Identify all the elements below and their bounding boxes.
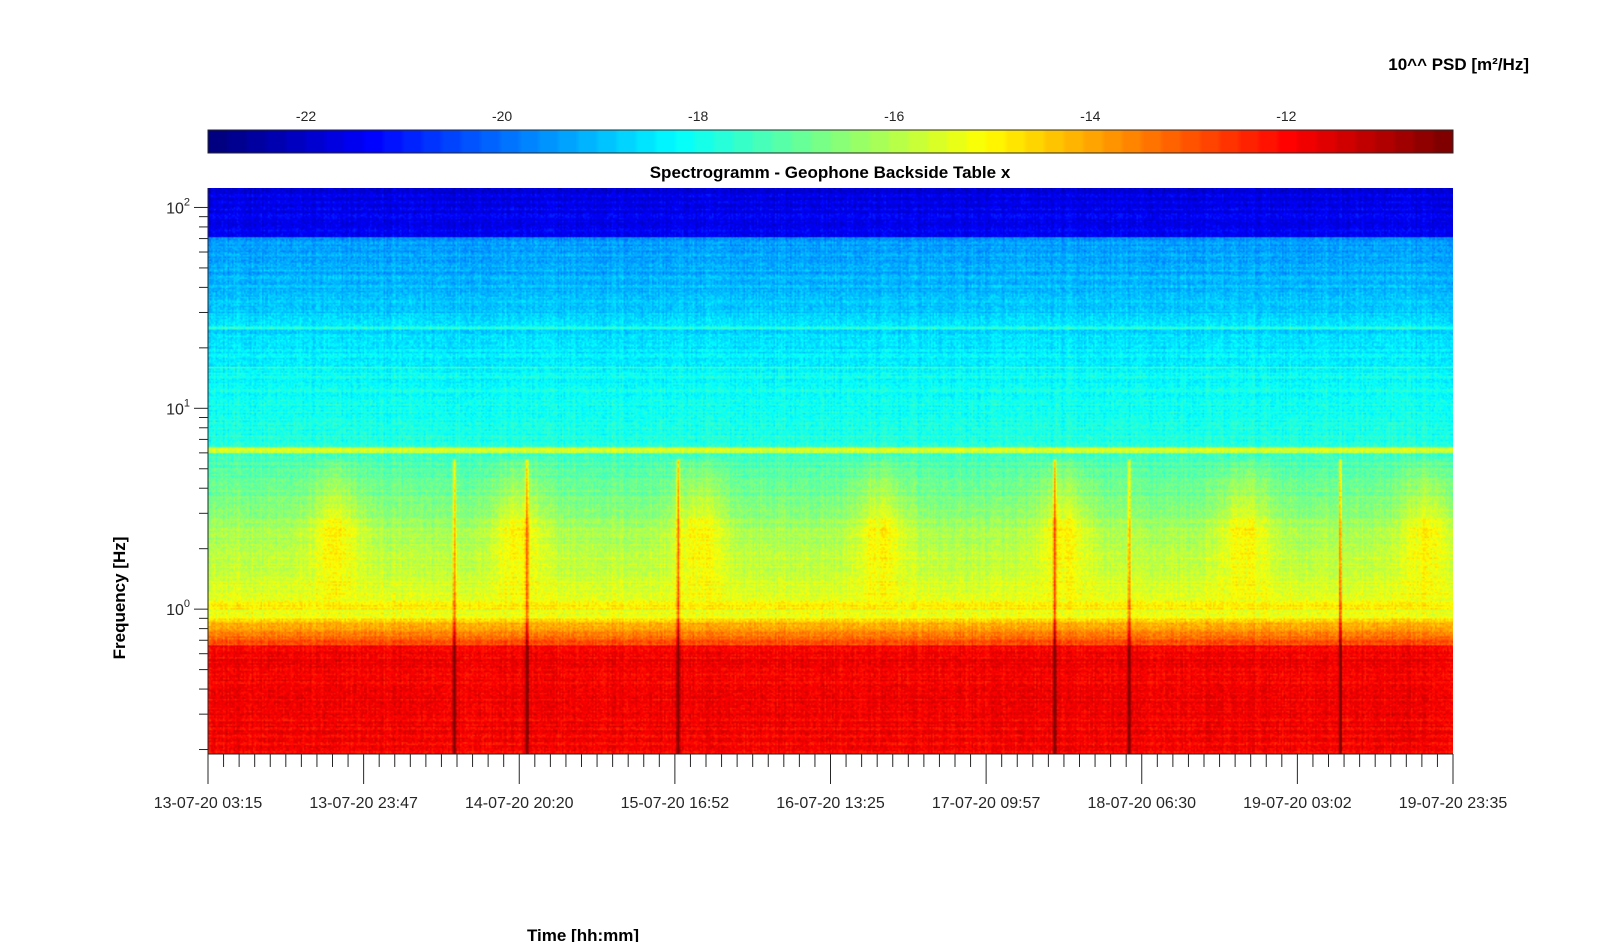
x-tick-labels: 13-07-20 03:15 13-07-20 23:47 14-07-20 20:… (154, 795, 1508, 812)
chart-title: Spectrogramm - Geophone Backside Table x (650, 163, 1011, 182)
colorbar-tick-labels: -22 -20 -18 -16 -14 -12 (296, 108, 1297, 124)
x-tick-label: 16-07-20 13:25 (776, 795, 885, 812)
x-axis-label: Time [hh:mm] (527, 926, 639, 942)
x-tick-label: 18-07-20 06:30 (1087, 795, 1196, 812)
x-tick-label: 13-07-20 23:47 (309, 795, 418, 812)
x-tick-label: 15-07-20 16:52 (621, 795, 730, 812)
x-tick-label: 14-07-20 20:20 (465, 795, 574, 812)
colorbar-tick-label: -20 (492, 108, 512, 124)
y-tick-label: 101 (166, 397, 190, 418)
y-tick-label: 102 (166, 196, 190, 217)
y-tick-label: 100 (166, 598, 190, 619)
colorbar: -22 -20 -18 -16 -14 -12 (207, 108, 1454, 154)
x-tick-label: 17-07-20 09:57 (932, 795, 1041, 812)
colorbar-tick-label: -22 (296, 108, 316, 124)
y-minor-ticks (199, 216, 208, 751)
x-tick-label: 19-07-20 23:35 (1399, 795, 1508, 812)
colorbar-gradient (208, 130, 1453, 153)
colorbar-tick-label: -18 (688, 108, 708, 124)
y-major-ticks: 100 101 102 (166, 196, 208, 619)
y-axis: 100 101 102 (166, 188, 209, 754)
spectrogram-heatmap (208, 188, 1453, 754)
x-major-ticks (207, 754, 1454, 784)
y-axis-label: Frequency [Hz] (110, 537, 129, 660)
colorbar-frame (207, 129, 1454, 154)
colorbar-tick-label: -14 (1080, 108, 1100, 124)
colorbar-tick-label: -16 (884, 108, 904, 124)
x-axis: 13-07-20 03:15 13-07-20 23:47 14-07-20 20:… (154, 753, 1508, 812)
x-tick-label: 19-07-20 03:02 (1243, 795, 1352, 812)
colorbar-tick-label: -12 (1276, 108, 1296, 124)
x-tick-label: 13-07-20 03:15 (154, 795, 263, 812)
x-minor-ticks (223, 754, 1438, 767)
colorbar-label: 10^^ PSD [m²/Hz] (1388, 55, 1529, 74)
